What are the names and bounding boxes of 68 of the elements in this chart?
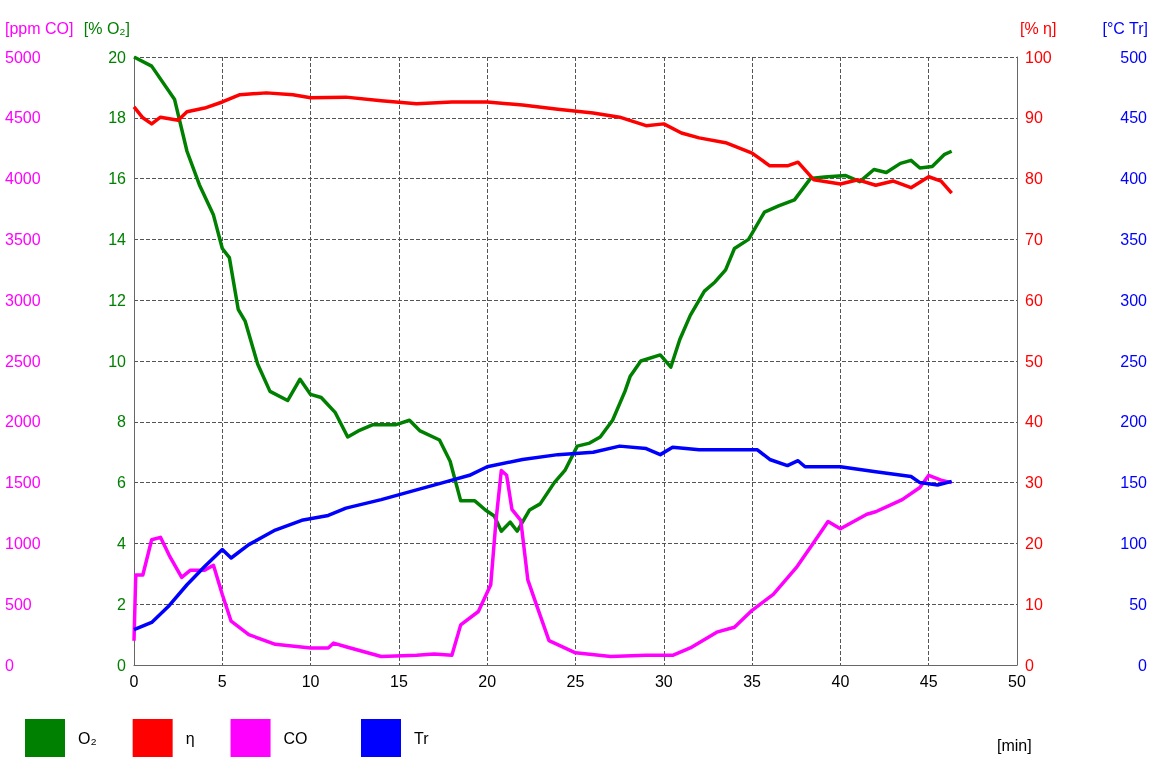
y-tick-label: 16 [108,170,127,188]
y2-tick-label: 500 [1120,48,1148,66]
y3-axis-title: [ppm CO] [5,19,74,37]
y2-tick-label: 50 [1025,352,1043,370]
y3-tick-label: 1000 [5,534,41,552]
x-tick-label: 50 [1008,672,1026,690]
y-tick-label: 6 [117,474,127,492]
y2-axis-title: [% η] [1020,19,1057,37]
x-tick-label: 15 [390,672,408,690]
y3-tick-label: 1500 [5,474,41,492]
y3-tick-label: 5000 [5,48,41,66]
legend-label: CO [283,729,308,747]
x-tick-label: 25 [566,672,585,690]
y3-tick-label: 0 [5,656,14,674]
y2-tick-label: 90 [1025,109,1043,127]
y2-tick-label: 20 [1025,534,1043,552]
x-tick-label: 0 [129,672,139,690]
y3-tick-label: 2500 [5,352,41,370]
x-tick-label: 40 [831,672,850,690]
line-series [132,55,954,533]
y3-tick-label: 3500 [5,230,41,248]
y3-tick-label: 2000 [5,413,41,431]
y2-tick-label: 400 [1120,170,1148,188]
y2-tick-label: 70 [1025,230,1043,248]
y2-tick-label: 30 [1025,474,1043,492]
x-tick-label: 45 [919,672,938,690]
y2-tick-label: 80 [1025,170,1043,188]
y2-tick-label: 350 [1120,230,1148,248]
y-tick-label: 0 [117,656,127,674]
y-tick-label: 18 [108,109,127,127]
y-tick-label: 2 [117,595,127,613]
x-axis-title: [min] [997,736,1032,754]
y-tick-label: 10 [108,352,127,370]
y3-tick-label: 4000 [5,170,41,188]
y-tick-label: 20 [108,48,127,66]
y2-tick-label: 200 [1120,413,1148,431]
y2-tick-label: 10 [1025,595,1043,613]
x-tick-label: 10 [301,672,320,690]
y2-tick-label: 100 [1120,534,1148,552]
y2-tick-label: 100 [1025,48,1052,66]
x-tick-label: 5 [217,672,227,690]
y3-tick-label: 500 [5,595,32,613]
y-tick-label: 14 [108,230,127,248]
y-axis-title: [% O₂] [83,19,130,37]
y2-tick-label: 0 [1138,656,1148,674]
y2-tick-label: 150 [1120,474,1148,492]
y-tick-label: 12 [108,291,127,309]
y3-tick-label: 4500 [5,109,41,127]
line-series [132,444,954,632]
y2-tick-label: 0 [1025,656,1034,674]
y2-tick-label: 250 [1120,352,1148,370]
legend-label: Tr [414,729,430,747]
legend-label: η [185,729,195,747]
line-series [132,91,954,195]
x-tick-label: 35 [743,672,762,690]
x-tick-label: 30 [654,672,673,690]
y2-tick-label: 40 [1025,413,1043,431]
y2-tick-label: 50 [1129,595,1148,613]
x-tick-label: 20 [478,672,497,690]
y2-tick-label: 300 [1120,291,1148,309]
legend-label: O₂ [78,729,97,747]
y2-tick-label: 60 [1025,291,1043,309]
y-tick-label: 4 [117,534,127,552]
line-series [132,468,954,659]
y-tick-label: 8 [117,413,127,431]
y2-axis-title: [°C Tr] [1102,19,1148,37]
y3-tick-label: 3000 [5,291,41,309]
y2-tick-label: 450 [1120,109,1148,127]
